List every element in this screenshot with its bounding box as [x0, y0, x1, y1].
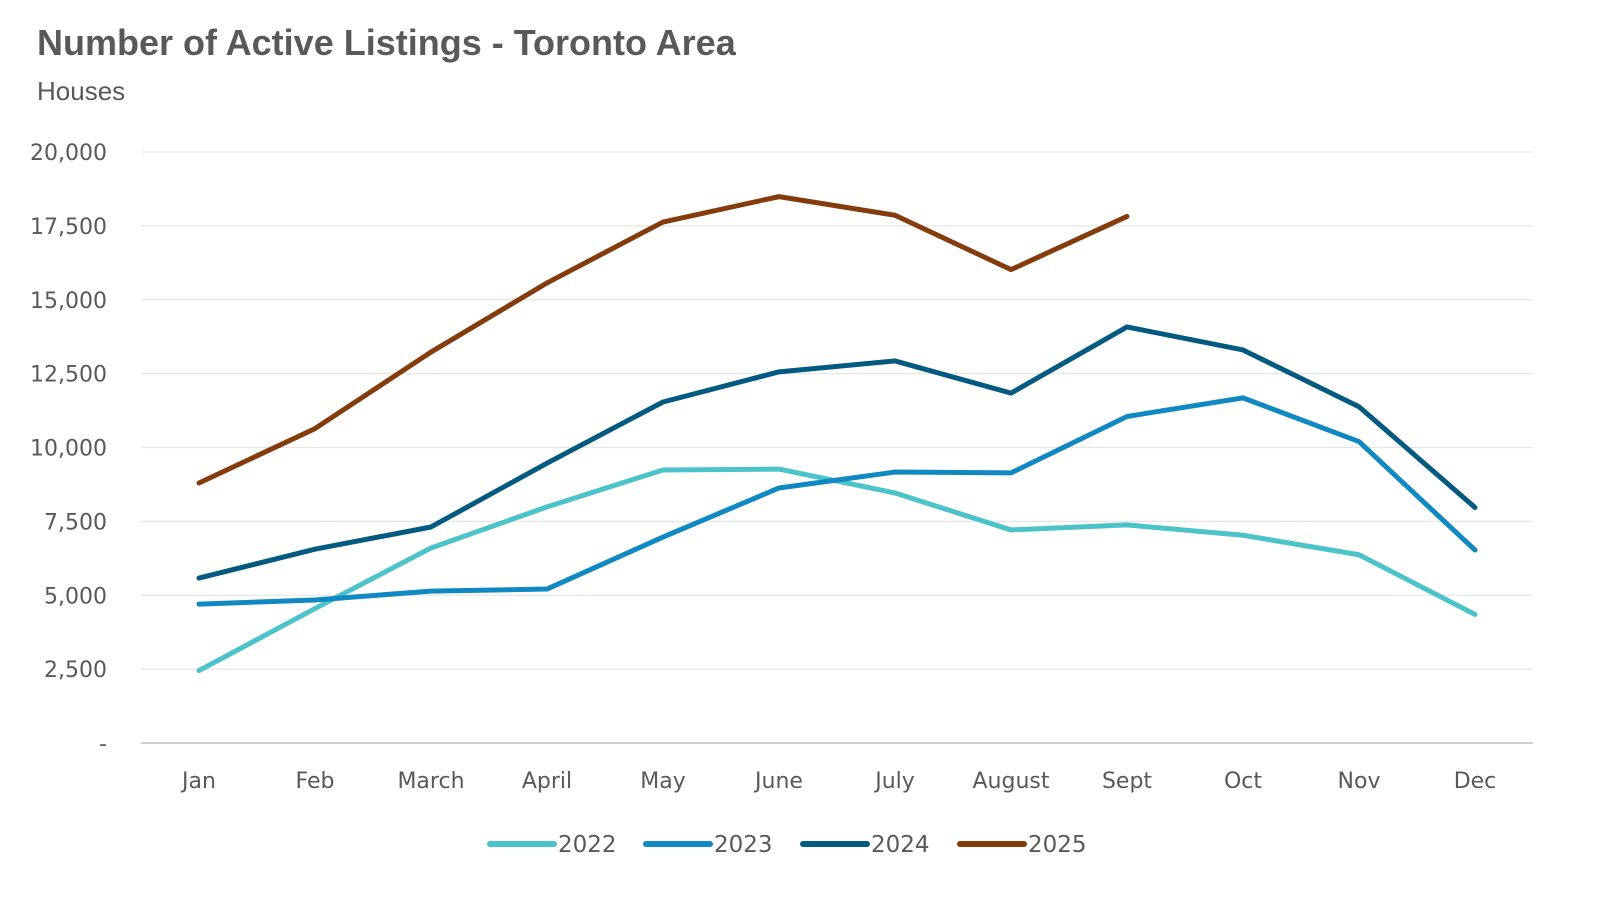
series-line-2024	[196, 324, 1478, 581]
y-tick-label: 17,500	[30, 215, 107, 240]
x-tick-label: April	[522, 769, 572, 794]
x-tick-label: June	[753, 769, 803, 794]
x-tick-label: Dec	[1454, 769, 1497, 794]
legend-label-2022: 2022	[558, 832, 617, 858]
x-tick-label: August	[973, 769, 1050, 794]
legend-label-2025: 2025	[1028, 832, 1087, 858]
legend-label-2023: 2023	[714, 832, 773, 858]
x-tick-label: Oct	[1224, 769, 1262, 794]
y-tick-label: -	[99, 732, 107, 757]
y-tick-label: 5,000	[44, 584, 107, 609]
x-tick-label: Feb	[296, 769, 335, 794]
y-tick-label: 12,500	[30, 363, 107, 388]
y-tick-label: 10,000	[30, 437, 107, 462]
x-tick-label: May	[640, 769, 685, 794]
series-line-2022	[196, 466, 1478, 674]
series-line-2023	[196, 395, 1478, 607]
y-tick-label: 20,000	[30, 141, 107, 166]
x-tick-label: Jan	[180, 769, 216, 794]
x-tick-label: March	[397, 769, 464, 794]
x-tick-label: Nov	[1338, 769, 1381, 794]
y-tick-label: 7,500	[44, 510, 107, 535]
x-tick-label: Sept	[1102, 769, 1152, 794]
x-tick-label: July	[873, 769, 915, 794]
series-line-2025	[196, 194, 1130, 486]
series-lines	[196, 194, 1478, 674]
legend-label-2024: 2024	[871, 832, 930, 858]
chart-title: Number of Active Listings - Toronto Area	[37, 22, 736, 63]
y-tick-label: 15,000	[30, 289, 107, 314]
chart-subtitle: Houses	[37, 76, 126, 106]
gridlines	[141, 151, 1533, 744]
x-axis: Jan Feb March April May June July August Sept Oct…	[180, 769, 1496, 794]
y-tick-label: 2,500	[44, 658, 107, 683]
legend: 2022 2023 2024 2025	[487, 832, 1087, 858]
y-axis: - 2,500 5,000 7,500 10,000 12,500 15,000 17,500…	[30, 141, 107, 757]
